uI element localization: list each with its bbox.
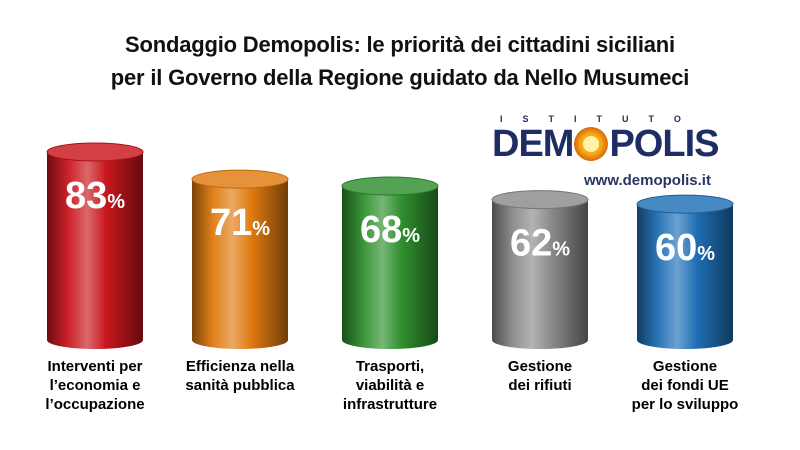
logo-wordmark-text: DEM <box>492 123 574 165</box>
bar-body-3 <box>342 185 438 349</box>
bar-top-3 <box>341 176 439 196</box>
bar-body-2 <box>192 179 288 349</box>
bar-value-label-1: 83% <box>65 175 125 217</box>
bar-3: 68% <box>341 176 439 349</box>
bar-top-4 <box>491 190 589 210</box>
logo-istituto-text: ISTITUTO <box>500 114 701 124</box>
chart-title: Sondaggio Demopolis: le priorità dei cit… <box>0 28 800 94</box>
logo-o-sun-icon <box>574 127 609 161</box>
logo-wordmark: DEM POLIS <box>492 124 742 164</box>
bar-4: 62% <box>491 190 589 349</box>
category-label-4: Gestione dei rifiuti <box>507 358 573 394</box>
demopolis-logo: ISTITUTO DEM POLIS www.demopolis.it <box>492 114 742 189</box>
bar-value-label-3: 68% <box>360 209 420 251</box>
category-label-5: Gestione dei fondi UE per lo sviluppo <box>631 358 739 413</box>
chart-title-line-2: per il Governo della Regione guidato da … <box>110 65 690 90</box>
bar-value-label-4: 62% <box>510 223 570 265</box>
bar-top-5 <box>636 194 734 214</box>
logo-url: www.demopolis.it <box>584 172 711 189</box>
bar-2: 71% <box>191 169 289 349</box>
category-label-3: Trasporti, viabilità e infrastrutture <box>342 358 438 413</box>
category-label-1: Interventi per l’economia e l’occupazion… <box>45 358 145 413</box>
bar-value-label-2: 71% <box>210 202 270 244</box>
category-label-2: Efficienza nella sanità pubblica <box>185 358 295 394</box>
bar-1: 83% <box>46 142 144 349</box>
bar-5: 60% <box>636 194 734 349</box>
logo-wordmark-text-end: POLIS <box>609 123 719 165</box>
bar-top-2 <box>191 169 289 189</box>
bar-body-5 <box>637 204 733 349</box>
bar-body-1 <box>47 152 143 349</box>
chart-title-line-1: Sondaggio Demopolis: le priorità dei cit… <box>125 32 675 57</box>
bar-body-4 <box>492 199 588 349</box>
bar-value-label-5: 60% <box>655 227 715 269</box>
bar-top-1 <box>46 142 144 162</box>
